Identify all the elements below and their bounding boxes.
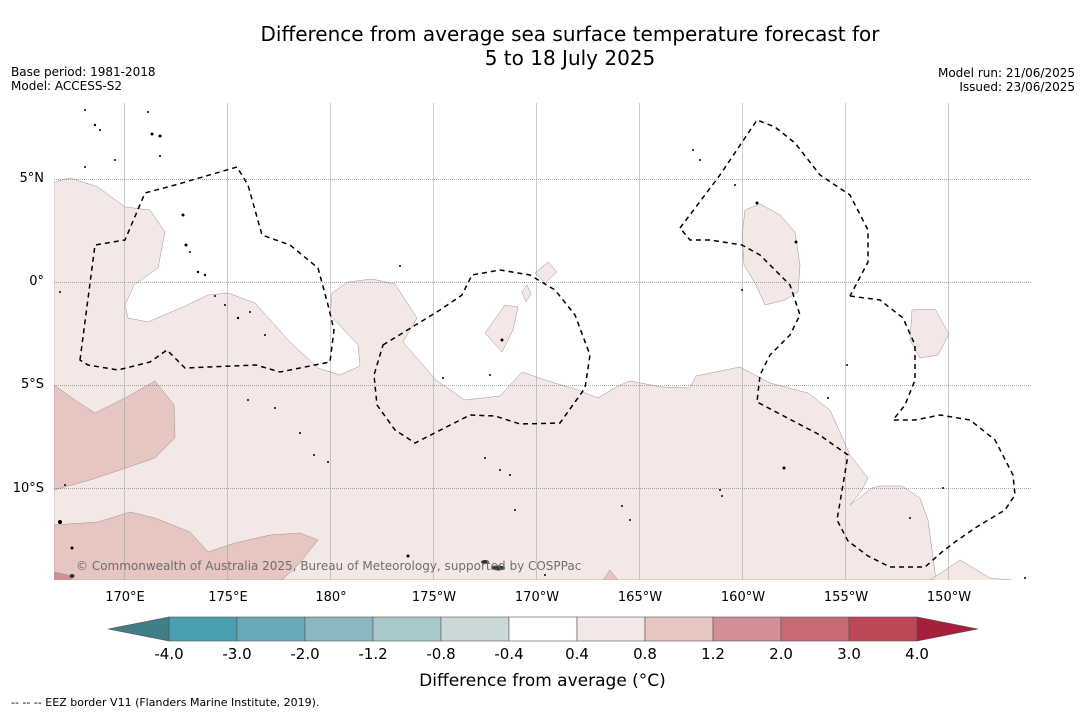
colorbar-tick: -0.4 <box>494 645 524 663</box>
lon-label-180: 180° <box>315 590 347 605</box>
lon-label-165w: 165°W <box>617 590 663 605</box>
moderate-warm-anomaly-southwest <box>54 511 319 580</box>
light-warm-anomaly-east <box>929 559 1014 580</box>
colorbar-segment <box>644 616 714 642</box>
colorbar-segment <box>712 616 782 642</box>
islands <box>58 109 1026 579</box>
light-warm-anomaly-patch-1 <box>909 308 950 359</box>
metadata-left: Base period: 1981-2018 Model: ACCESS-S2 <box>11 65 156 93</box>
lat-label-5s: 5°S <box>20 377 44 392</box>
model-run: Model run: 21/06/2025 <box>937 66 1075 80</box>
eez-border-east <box>679 227 1016 568</box>
colorbar-tick: -0.8 <box>426 645 456 663</box>
colorbar-tick: 4.0 <box>905 645 929 663</box>
lon-label-175w: 175°W <box>411 590 457 605</box>
metadata-right: Model run: 21/06/2025 Issued: 23/06/2025 <box>938 66 1075 94</box>
lat-label-0: 0° <box>29 274 44 289</box>
colorbar-tick: 3.0 <box>837 645 861 663</box>
colorbar-tick: -1.2 <box>358 645 388 663</box>
colorbar-extend-low <box>107 616 170 642</box>
colorbar-tick: 0.8 <box>633 645 657 663</box>
colorbar-segment <box>236 616 306 642</box>
lon-label-160w: 160°W <box>720 590 766 605</box>
colorbar-segment <box>304 616 374 642</box>
model-name: Model: ACCESS-S2 <box>11 79 123 93</box>
lon-label-170e: 170°E <box>105 590 145 605</box>
colorbar-tick: -4.0 <box>154 645 184 663</box>
lat-label-5n: 5°N <box>19 171 45 186</box>
strong-warm-anomaly-corner <box>54 571 73 580</box>
title-line-2: 5 to 18 July 2025 <box>484 46 656 70</box>
eez-borders <box>79 119 1016 568</box>
moderate-warm-anomaly-south <box>602 569 619 580</box>
colorbar-segment <box>168 616 238 642</box>
moderate-warm-anomaly-west <box>54 380 176 491</box>
colorbar-tick: 1.2 <box>701 645 725 663</box>
colorbar-segment <box>780 616 850 642</box>
colorbar-segment <box>372 616 442 642</box>
colorbar-extend-high <box>916 616 979 642</box>
colorbar-tick: 0.4 <box>565 645 589 663</box>
light-warm-anomaly-patch-2 <box>484 304 519 353</box>
eez-border-west <box>79 166 335 373</box>
colorbar-segment <box>508 616 578 642</box>
anomaly-fields <box>54 103 1031 580</box>
colorbar-tick: -3.0 <box>222 645 252 663</box>
colorbar-tick: -2.0 <box>290 645 320 663</box>
colorbar-segment <box>440 616 510 642</box>
eez-border-central <box>373 269 591 444</box>
colorbar-segment <box>848 616 918 642</box>
lat-label-10s: 10°S <box>12 481 44 496</box>
colorbar-label: Difference from average (°C) <box>419 671 666 691</box>
lon-label-155w: 155°W <box>823 590 869 605</box>
lon-label-175e: 175°E <box>208 590 248 605</box>
colorbar-segment <box>576 616 646 642</box>
light-warm-anomaly-region <box>54 177 937 580</box>
issued-date: Issued: 23/06/2025 <box>959 80 1075 94</box>
light-warm-anomaly-patch-4 <box>521 284 532 303</box>
light-warm-anomaly-patch-3 <box>534 261 558 284</box>
title-line-1: Difference from average sea surface temp… <box>260 22 880 46</box>
copyright-notice: © Commonwealth of Australia 2025, Bureau… <box>76 559 582 573</box>
lon-label-170w: 170°W <box>514 590 560 605</box>
eez-border-northeast <box>679 119 869 297</box>
colorbar-tick: 2.0 <box>769 645 793 663</box>
eez-footnote: -- -- -- EEZ border V11 (Flanders Marine… <box>11 696 320 709</box>
lon-label-150w: 150°W <box>926 590 972 605</box>
base-period: Base period: 1981-2018 <box>11 65 156 79</box>
